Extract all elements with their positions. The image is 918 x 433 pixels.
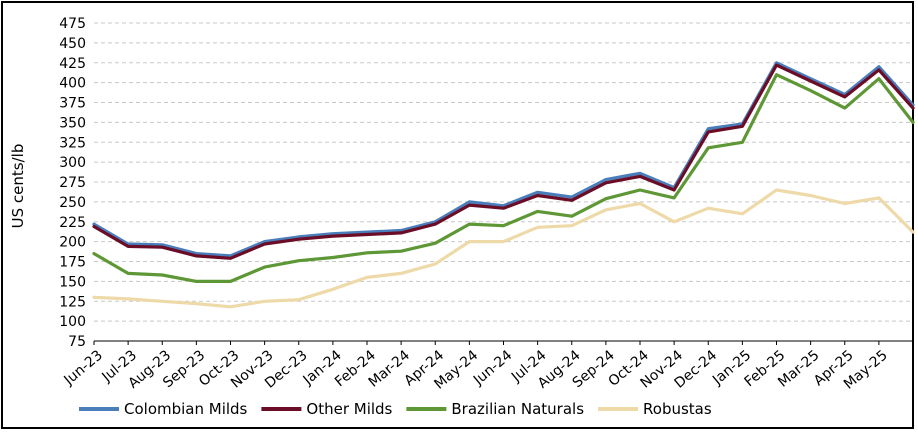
legend-label: Colombian Milds bbox=[124, 400, 248, 418]
series-line-other-milds bbox=[92, 63, 915, 260]
y-tick-label: 250 bbox=[59, 195, 86, 211]
y-tick-label: 225 bbox=[59, 215, 86, 231]
y-tick-label: 450 bbox=[59, 36, 86, 52]
series-line-robustas bbox=[92, 188, 915, 309]
y-tick-label: 300 bbox=[59, 155, 86, 171]
y-tick-label: 375 bbox=[59, 96, 86, 112]
line-chart: 75 100 125 150 175 200 225 250 275 300 325 350 375 40… bbox=[9, 16, 915, 418]
y-axis-ticks: 75 100 125 150 175 200 225 250 275 300 325 350 375 40… bbox=[59, 16, 86, 350]
y-tick-label: 100 bbox=[59, 314, 86, 330]
y-tick-label: 200 bbox=[59, 235, 86, 251]
y-tick-label: 425 bbox=[59, 56, 86, 72]
y-tick-label: 350 bbox=[59, 115, 86, 131]
y-tick-label: 325 bbox=[59, 135, 86, 151]
y-tick-label: 150 bbox=[59, 274, 86, 290]
y-tick-label: 400 bbox=[59, 76, 86, 92]
legend-label: Other Milds bbox=[306, 400, 392, 418]
legend-item-colombian-milds: Colombian Milds bbox=[79, 400, 248, 418]
series-line-brazilian-naturals bbox=[92, 73, 915, 283]
x-tick-label: Jun-23 bbox=[61, 347, 106, 389]
series-lines bbox=[92, 61, 915, 309]
y-tick-label: 275 bbox=[59, 175, 86, 191]
legend: Colombian Milds Other Milds Brazilian Natu… bbox=[79, 400, 712, 418]
y-tick-label: 75 bbox=[68, 334, 86, 350]
y-axis-label: US cents/lb bbox=[9, 144, 27, 229]
legend-item-other-milds: Other Milds bbox=[261, 400, 393, 418]
y-tick-label: 175 bbox=[59, 255, 86, 271]
y-tick-label: 475 bbox=[59, 16, 86, 32]
x-tick-label: Jun-24 bbox=[470, 347, 515, 389]
x-axis-ticks: Jun-23Jul-23Aug-23Sep-23Oct-23Nov-23Dec-… bbox=[61, 341, 891, 393]
legend-label: Brazilian Naturals bbox=[451, 400, 584, 418]
series-line-colombian-milds bbox=[92, 61, 915, 258]
legend-label: Robustas bbox=[643, 400, 712, 418]
y-tick-label: 125 bbox=[59, 294, 86, 310]
legend-item-robustas: Robustas bbox=[598, 400, 712, 418]
legend-item-brazilian-naturals: Brazilian Naturals bbox=[406, 400, 584, 418]
